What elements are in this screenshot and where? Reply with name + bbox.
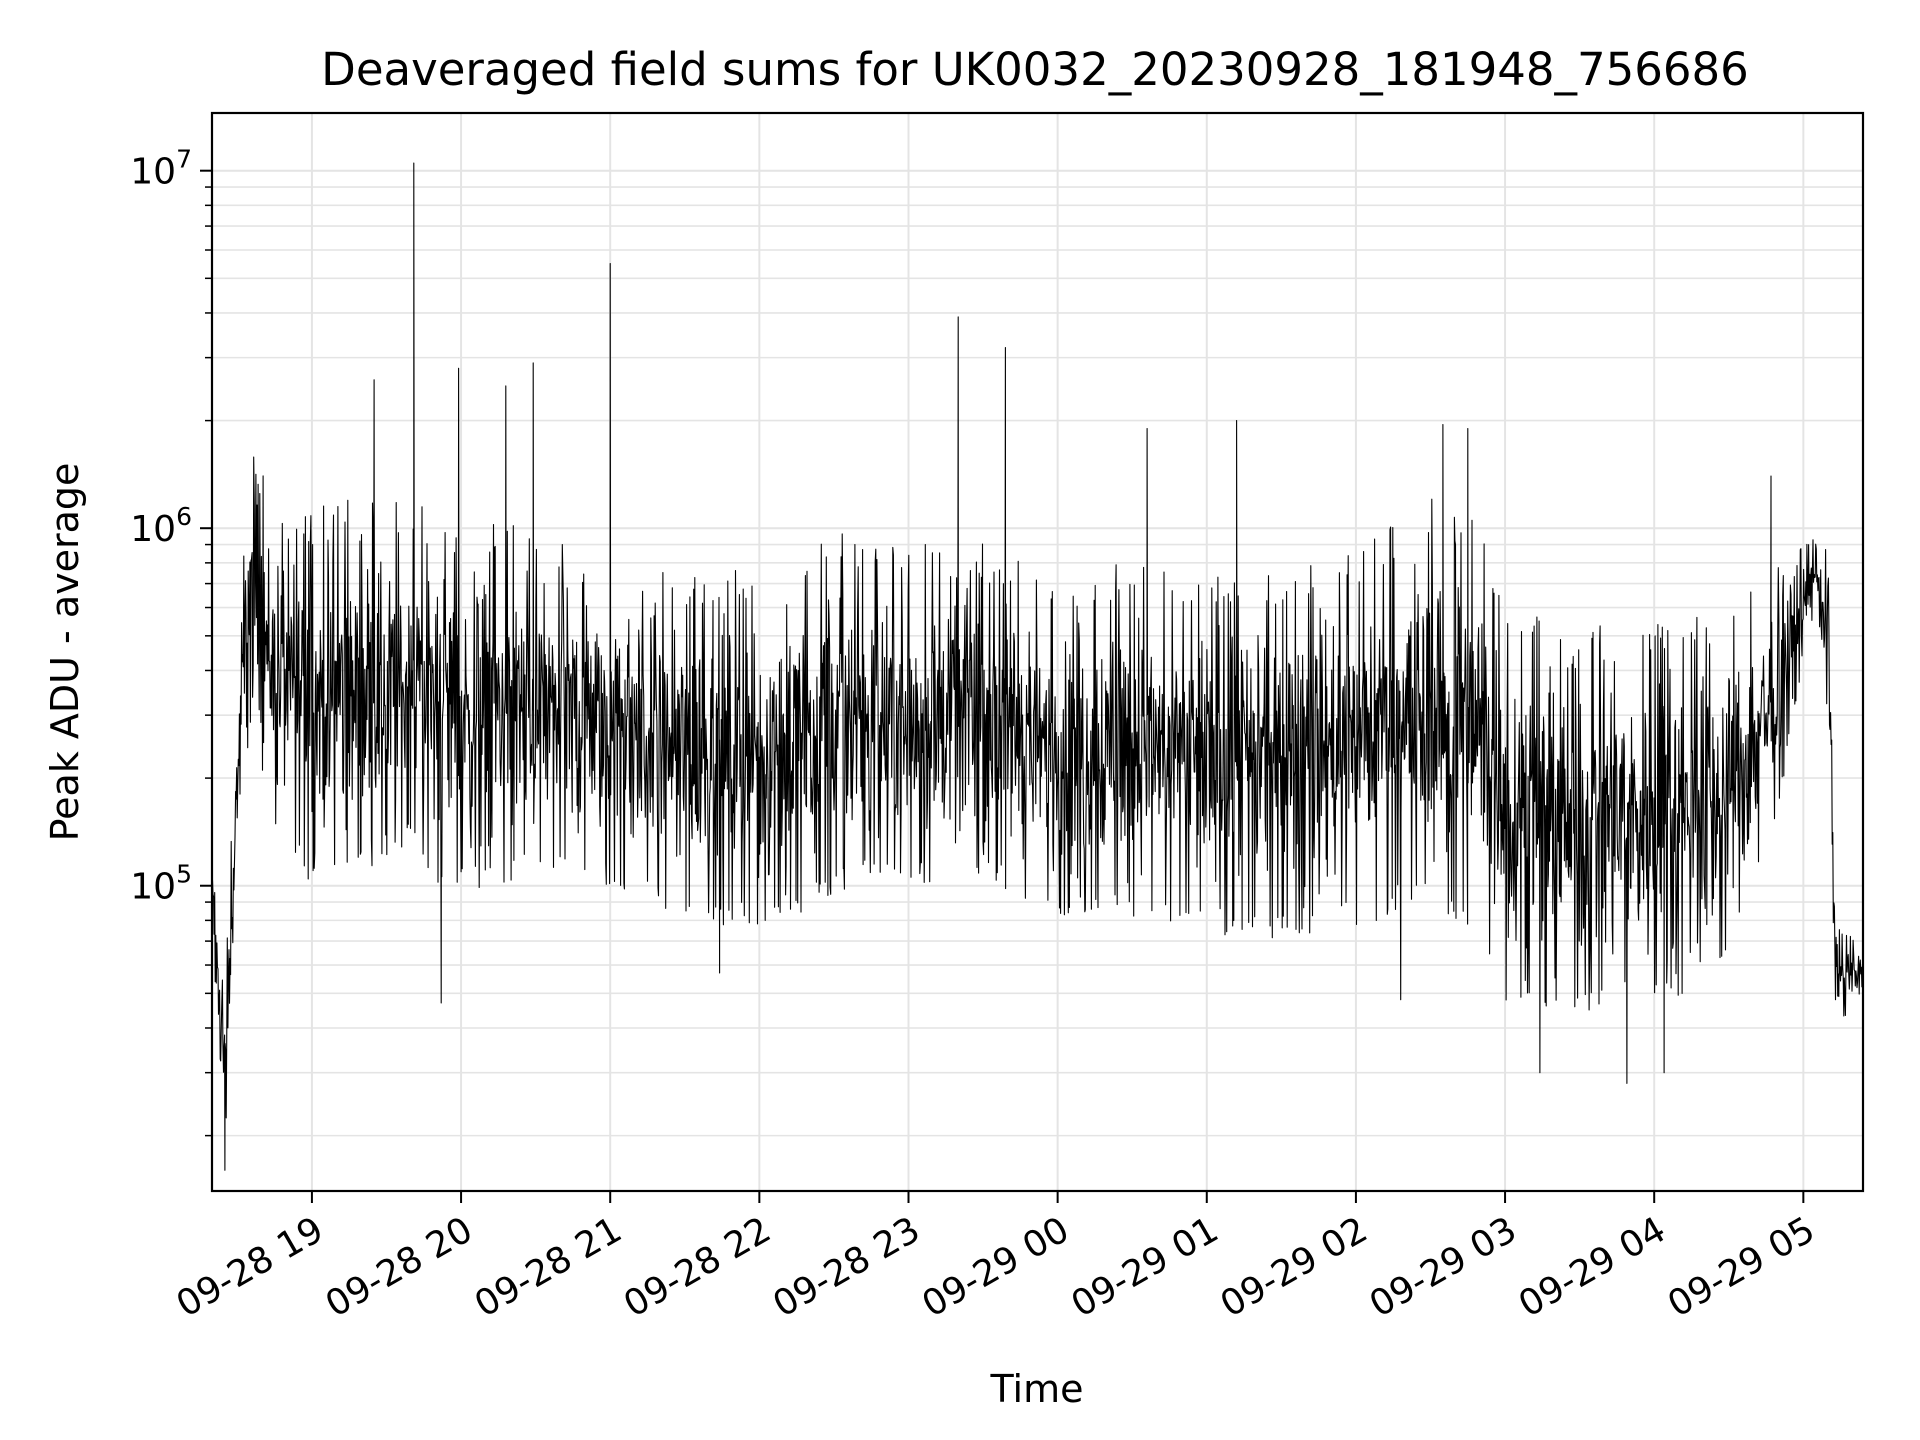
data-series-layer [211,162,1864,1171]
y-tick-label: 106 [130,502,192,550]
y-tick-label: 107 [130,145,192,193]
data-series-line [211,162,1864,1171]
plot-frame [210,111,1865,1193]
chart-title: Deaveraged field sums for UK0032_2023092… [321,43,1749,96]
x-axis-label: Time [990,1367,1084,1411]
y-tick-label: 105 [130,860,192,908]
y-axis-label: Peak ADU - average [43,463,87,842]
y-axis-ticks: 105 106 107 [130,145,212,1137]
